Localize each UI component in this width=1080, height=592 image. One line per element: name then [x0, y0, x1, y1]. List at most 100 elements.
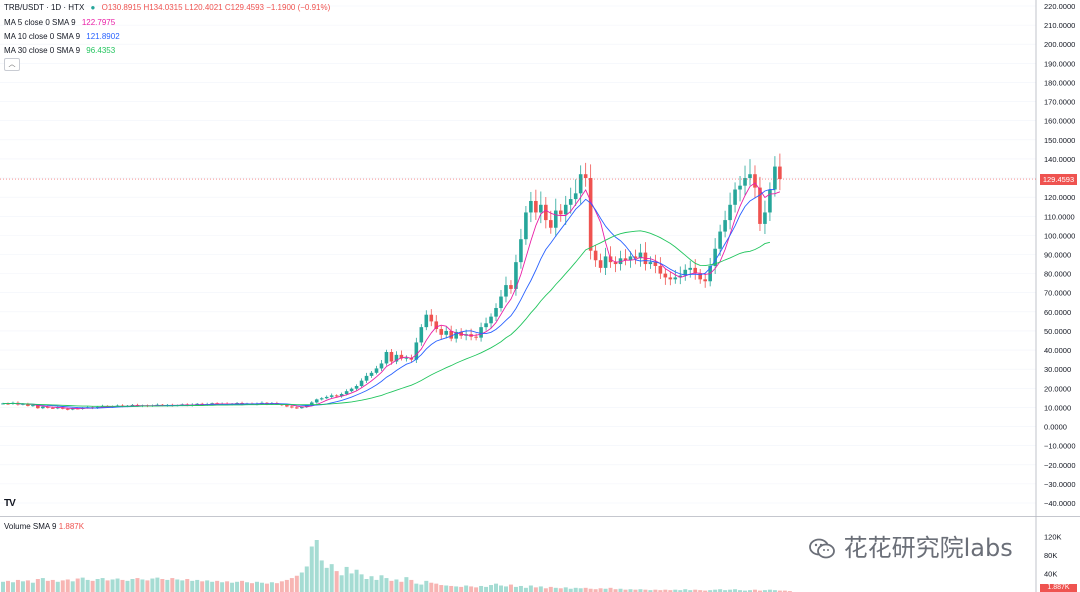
- y-tick-label: 140.0000: [1044, 155, 1075, 164]
- volume-bar: [723, 590, 728, 592]
- volume-label: Volume SMA 9: [4, 522, 57, 531]
- volume-bar: [165, 579, 170, 592]
- candle-body: [489, 316, 493, 324]
- candle-body: [768, 189, 772, 213]
- candle-body: [698, 273, 702, 280]
- volume-bar: [45, 580, 50, 592]
- volume-bar: [568, 588, 573, 592]
- volume-bars: [1, 540, 792, 592]
- candle-body: [349, 388, 354, 392]
- candle-body: [454, 331, 458, 339]
- volume-legend[interactable]: Volume SMA 9 1.887K: [4, 522, 84, 531]
- volume-bar: [85, 579, 90, 592]
- candle-body: [673, 277, 678, 280]
- candle-body: [573, 193, 578, 200]
- volume-bar: [200, 581, 205, 592]
- y-tick-label: 0.0000: [1044, 423, 1067, 432]
- y-tick-label: 190.0000: [1044, 59, 1075, 68]
- candle-body: [339, 394, 344, 397]
- volume-bar: [424, 580, 429, 592]
- chevron-up-icon[interactable]: ︿: [4, 58, 20, 71]
- volume-bar: [35, 579, 40, 592]
- symbol-legend[interactable]: TRB/USDT · 1D · HTX ● O130.8915 H134.031…: [4, 3, 334, 12]
- candle-body: [379, 363, 384, 369]
- volume-bar: [404, 577, 409, 592]
- volume-bar: [314, 540, 319, 592]
- volume-bar: [294, 575, 299, 592]
- volume-bar: [140, 579, 145, 592]
- watermark: 花花研究院labs: [808, 528, 1013, 563]
- y-tick-label: 40.0000: [1044, 346, 1071, 355]
- volume-bar: [15, 579, 20, 592]
- candle-body: [583, 174, 588, 179]
- candle-body: [314, 399, 319, 403]
- candle-body: [374, 368, 379, 373]
- candle-body: [309, 402, 314, 406]
- volume-bar: [55, 581, 60, 592]
- ma5-label: MA 5 close 0 SMA 9: [4, 18, 76, 27]
- candle-body: [738, 185, 742, 190]
- volume-bar: [145, 580, 150, 592]
- volume-bar: [558, 588, 563, 592]
- y-tick-label: 100.0000: [1044, 231, 1075, 240]
- candle-body: [618, 258, 623, 265]
- volume-bar: [593, 589, 598, 592]
- volume-bar: [772, 590, 777, 592]
- y-tick-label: 210.0000: [1044, 21, 1075, 30]
- volume-bar: [523, 587, 528, 592]
- volume-bar: [304, 566, 309, 592]
- candle-body: [578, 174, 583, 194]
- volume-bar: [469, 586, 474, 592]
- volume-bar: [688, 590, 693, 592]
- volume-bar: [195, 579, 200, 592]
- volume-bar: [100, 578, 105, 592]
- volume-bar: [135, 578, 140, 592]
- y-tick-label: 10.0000: [1044, 403, 1071, 412]
- volume-value: 1.887K: [58, 522, 85, 531]
- candle-body: [663, 273, 668, 278]
- y-tick-label: −10.0000: [1044, 442, 1076, 451]
- volume-bar: [703, 590, 708, 592]
- volume-bar: [10, 582, 15, 592]
- candle-body: [773, 166, 777, 190]
- volume-bar: [230, 582, 235, 592]
- volume-bar: [499, 585, 503, 592]
- y-tick-label: 170.0000: [1044, 98, 1075, 107]
- volume-bar: [354, 569, 359, 592]
- candle-body: [484, 323, 488, 328]
- volume-bar: [638, 589, 643, 592]
- candle-body: [668, 277, 673, 280]
- candle-body: [703, 279, 707, 282]
- volume-bar: [269, 582, 274, 592]
- volume-bar: [344, 566, 349, 592]
- candle-body: [499, 296, 503, 309]
- volume-bar: [235, 581, 240, 592]
- volume-bar: [254, 581, 259, 592]
- volume-tick-label: 40K: [1044, 569, 1057, 578]
- candle-body: [603, 256, 608, 268]
- volume-bar: [608, 587, 613, 592]
- candle-body: [130, 404, 135, 406]
- ma10-label: MA 10 close 0 SMA 9: [4, 32, 81, 41]
- volume-bar: [289, 578, 294, 592]
- volume-bar: [245, 582, 250, 592]
- candle-body: [429, 314, 434, 322]
- volume-bar: [40, 578, 45, 592]
- ma30-legend[interactable]: MA 30 close 0 SMA 9 96.4353: [4, 46, 119, 55]
- candle-body: [295, 407, 299, 409]
- volume-bar: [683, 589, 688, 592]
- tradingview-logo[interactable]: TV: [4, 498, 16, 509]
- candle-body: [613, 262, 618, 265]
- ma5-legend[interactable]: MA 5 close 0 SMA 9 122.7975: [4, 18, 119, 27]
- volume-bar: [80, 577, 85, 592]
- ma10-legend[interactable]: MA 10 close 0 SMA 9 121.8902: [4, 32, 124, 41]
- candle-body: [504, 285, 508, 297]
- candlesticks: [1, 153, 782, 411]
- volume-bar: [678, 590, 683, 592]
- current-volume-tag: 1.887K: [1040, 584, 1077, 592]
- symbol-label[interactable]: TRB/USDT · 1D · HTX: [4, 3, 85, 12]
- volume-bar: [693, 589, 698, 592]
- y-tick-label: 120.0000: [1044, 193, 1075, 202]
- volume-bar: [553, 587, 558, 592]
